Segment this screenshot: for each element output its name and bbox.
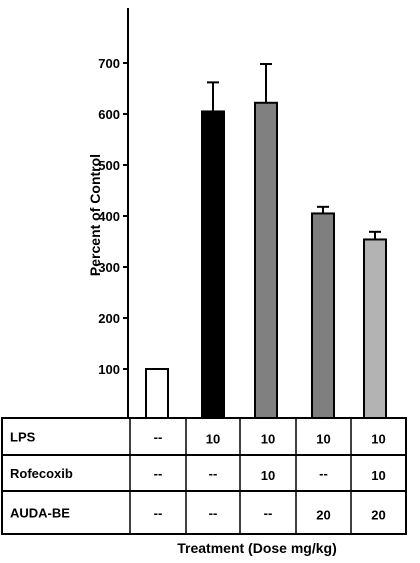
table-cell-value: -- [264, 506, 273, 521]
table-row-label: LPS [10, 430, 36, 445]
bar [311, 212, 335, 419]
table-cell-value: -- [209, 506, 218, 521]
y-tick-label: 100 [98, 362, 120, 377]
table-cell-value: -- [319, 466, 328, 481]
bar [254, 101, 278, 419]
treatment-table: LPS -- 10 10 10 10 Rofecoxib -- -- 10 -- 10 AUDA-BE -… [1, 417, 407, 535]
table-cell-value: -- [154, 466, 163, 481]
table-row-label: Rofecoxib [10, 466, 73, 481]
table-cell-value: -- [154, 430, 163, 445]
table-cell-value: -- [154, 506, 163, 521]
y-tick-label: 400 [98, 209, 120, 224]
table-cell-value: 10 [261, 468, 275, 483]
y-axis: 100 200 300 400 500 600 700 [98, 8, 129, 418]
table-cell-value: 20 [316, 508, 330, 523]
bar [201, 110, 225, 419]
table-cell-value: 10 [316, 432, 330, 447]
table-cell-value: -- [209, 466, 218, 481]
y-tick-label: 500 [98, 158, 120, 173]
table-cell-value: 10 [206, 432, 220, 447]
table-cell-value: 10 [371, 468, 385, 483]
y-tick-label: 300 [98, 260, 120, 275]
table-cell-value: 20 [371, 508, 385, 523]
x-axis-title: Treatment (Dose mg/kg) [177, 540, 336, 556]
y-tick-label: 200 [98, 311, 120, 326]
bar [145, 368, 169, 419]
y-axis-title: Percent of Control [87, 154, 103, 276]
y-tick-label: 600 [98, 107, 120, 122]
table-cell-value: 10 [371, 432, 385, 447]
table-row-label: AUDA-BE [10, 506, 70, 521]
table-cell-value: 10 [261, 432, 275, 447]
bars [145, 63, 387, 419]
bar [363, 238, 387, 419]
y-tick-label: 700 [98, 56, 120, 71]
